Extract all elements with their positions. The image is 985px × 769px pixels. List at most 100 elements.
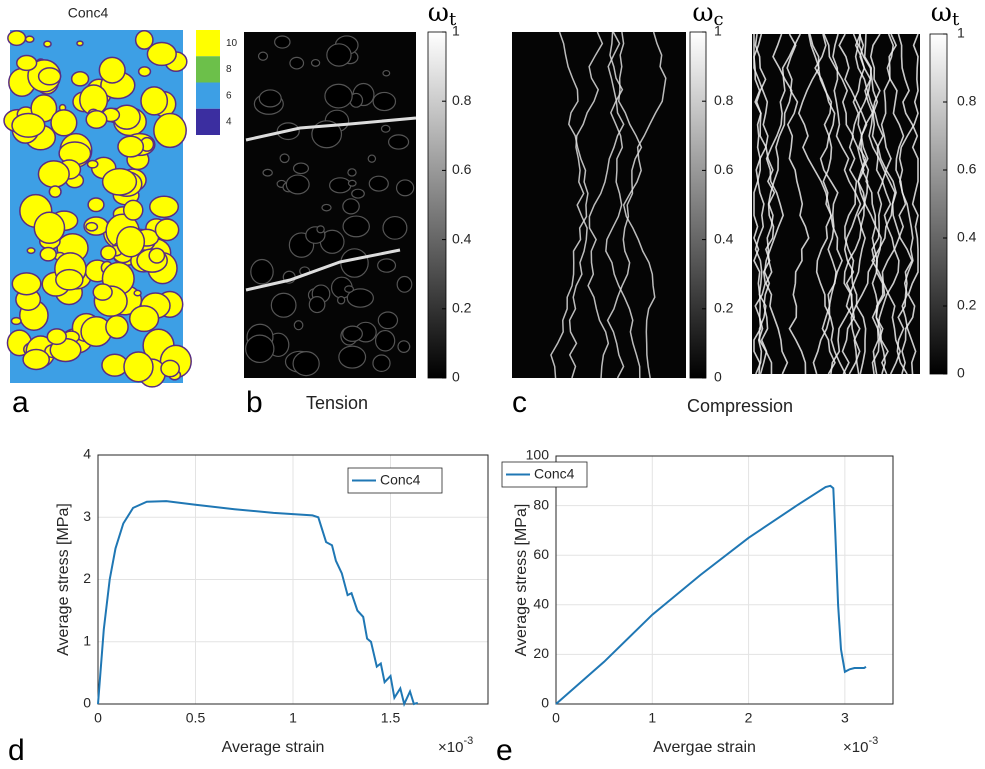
pore — [347, 168, 357, 177]
aggregate — [148, 247, 166, 264]
aggregate — [117, 135, 145, 158]
pore — [292, 162, 310, 175]
pore — [397, 340, 411, 353]
aggregate — [11, 112, 46, 138]
aggregate — [92, 283, 113, 301]
aggregate — [98, 56, 126, 84]
pore — [321, 203, 332, 212]
colorbar-tick-label: 0.4 — [957, 229, 977, 245]
pore — [274, 35, 291, 49]
colorbar-block — [196, 108, 220, 135]
crack — [845, 33, 881, 375]
x-tick-label: 1.5 — [381, 710, 401, 726]
x-tick-label: 2 — [745, 710, 753, 726]
crack — [877, 33, 919, 375]
pore — [324, 83, 353, 109]
colorbar-tick-label: 0 — [452, 369, 460, 385]
plot-frame — [555, 455, 894, 705]
pore — [372, 354, 391, 373]
crack — [809, 33, 847, 375]
aggregate — [37, 160, 70, 189]
y-tick-label: 20 — [533, 645, 549, 661]
pore — [279, 153, 290, 164]
aggregate — [85, 221, 99, 232]
pore — [289, 56, 305, 70]
crack — [880, 33, 913, 375]
aggregate — [123, 351, 154, 383]
aggregate — [160, 359, 180, 378]
colorbar — [929, 33, 948, 375]
pore — [380, 124, 391, 133]
aggregate — [43, 40, 52, 48]
y-tick-label: 0 — [83, 695, 91, 711]
pore — [292, 351, 320, 377]
crack — [245, 116, 417, 142]
pore — [344, 285, 355, 293]
aggregate — [76, 40, 84, 47]
colorbar-symbol: ω — [428, 0, 449, 28]
colorbar-tick-label: 0.8 — [957, 93, 977, 109]
x-multiplier-exponent: -3 — [868, 735, 878, 747]
panel-caption: Compression — [687, 396, 793, 416]
pore — [377, 311, 399, 330]
aggregate — [149, 195, 180, 219]
pore — [293, 320, 304, 331]
aggregate — [146, 41, 177, 67]
pore — [395, 179, 415, 197]
colorbar-block — [196, 56, 220, 83]
crack — [753, 33, 773, 375]
aggregate — [116, 226, 146, 258]
pore — [382, 215, 408, 240]
crack — [848, 33, 884, 375]
crack — [622, 31, 667, 379]
colorbar-tick-label: 10 — [226, 38, 238, 49]
colorbar-tick-label: 0.6 — [452, 161, 472, 177]
aggregate — [22, 348, 50, 371]
colorbar-subscript: c — [714, 9, 724, 30]
colorbar-tick-label: 4 — [226, 117, 232, 128]
aggregate — [46, 328, 67, 346]
aggregate — [24, 35, 35, 44]
aggregate — [26, 247, 36, 255]
colorbar — [689, 31, 707, 379]
pore — [270, 292, 297, 318]
pore — [250, 258, 274, 285]
x-multiplier-base: ×10 — [438, 739, 463, 756]
colorbar-symbol: ω — [692, 0, 713, 28]
y-tick-label: 80 — [533, 496, 549, 512]
plot-frame — [97, 454, 489, 705]
line-series — [555, 484, 867, 705]
legend-label: Conc4 — [380, 472, 421, 488]
pore — [372, 91, 397, 112]
pore — [257, 51, 269, 61]
x-multiplier-base: ×10 — [843, 739, 868, 756]
x-axis-label: Avergae strain — [653, 739, 756, 756]
crack — [568, 31, 604, 379]
colorbar-tick-label: 0 — [714, 369, 722, 385]
pore — [258, 89, 282, 108]
panel-letter: a — [12, 386, 29, 419]
aggregate — [133, 289, 142, 297]
crack — [797, 33, 843, 375]
x-multiplier: ×10-3 — [438, 735, 473, 756]
pore — [245, 334, 275, 364]
pore — [387, 134, 410, 150]
x-tick-label: 1 — [289, 710, 297, 726]
pore — [336, 295, 346, 305]
colorbar-block — [196, 30, 220, 57]
mesostructure-image — [3, 30, 192, 388]
aggregate — [85, 109, 108, 129]
panel-caption: Tension — [306, 393, 368, 413]
pore — [374, 329, 396, 352]
aggregate — [140, 86, 169, 116]
pore — [342, 215, 370, 238]
pore — [347, 179, 357, 187]
pore — [262, 168, 273, 177]
aggregate — [87, 197, 105, 213]
y-tick-label: 60 — [533, 546, 549, 562]
pore — [329, 177, 352, 194]
tension-damage-map — [244, 32, 417, 378]
x-multiplier: ×10-3 — [843, 735, 878, 756]
colorbar-tick-label: 0.8 — [452, 92, 472, 108]
colorbar-tick-label: 8 — [226, 64, 232, 75]
